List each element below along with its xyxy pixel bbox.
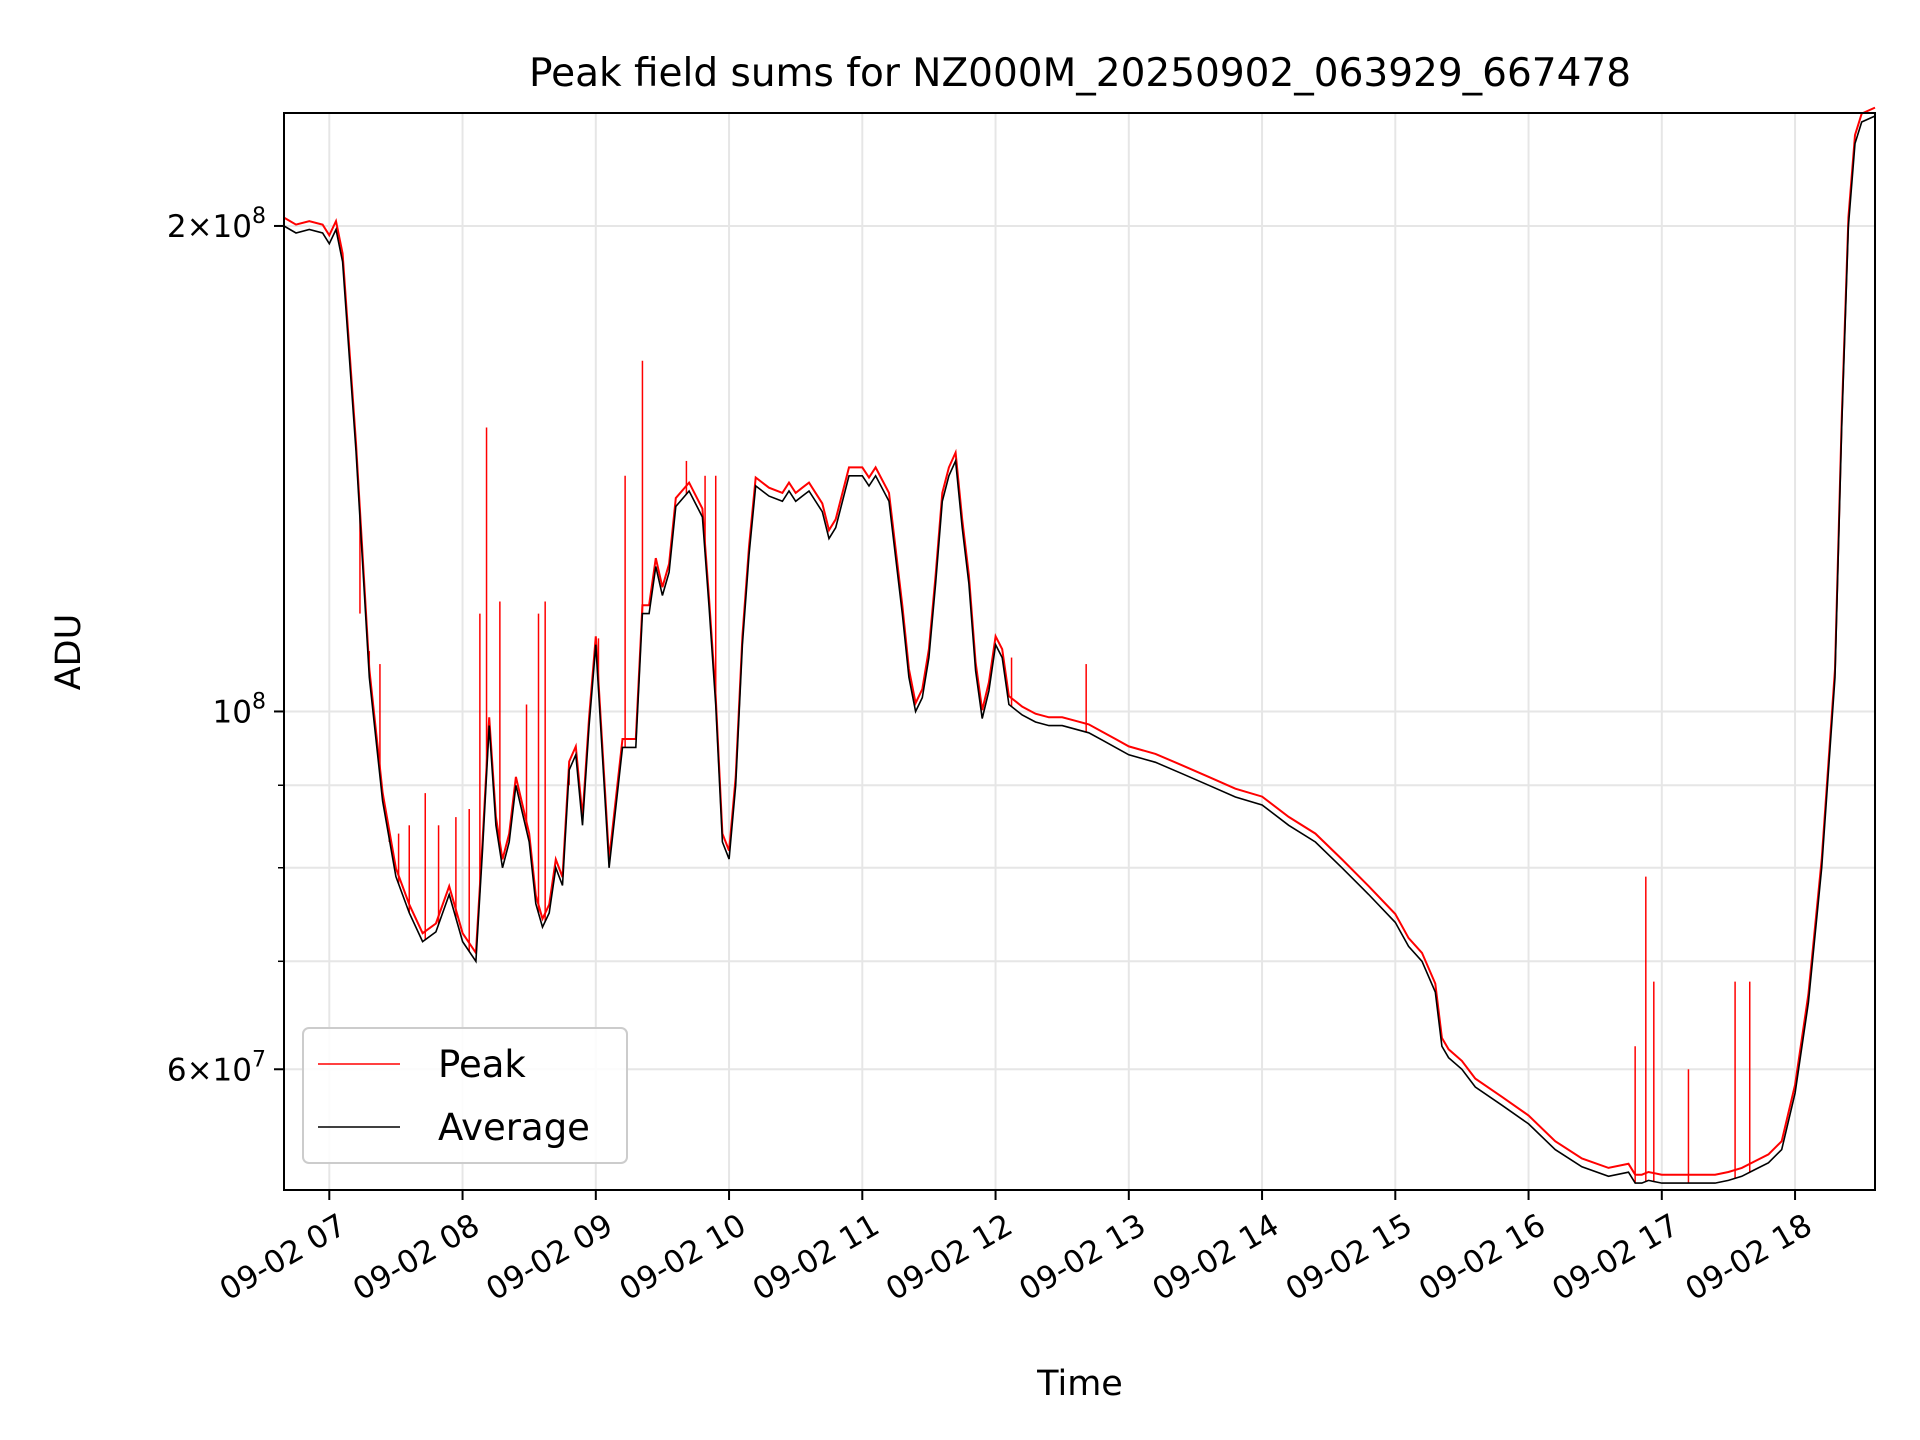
y-axis-label: ADU	[49, 614, 89, 691]
y-tick-label: 108	[213, 689, 266, 730]
legend-peak-label: Peak	[438, 1043, 526, 1086]
y-tick-label: 2×108	[167, 204, 266, 245]
y-tick-label: 6×107	[167, 1047, 266, 1088]
legend: Peak Average	[302, 1027, 628, 1164]
legend-box	[302, 1027, 628, 1164]
plot-frame	[283, 112, 1876, 1191]
legend-average-label: Average	[438, 1106, 590, 1149]
y-axis: 6×107 108 2×108	[167, 204, 284, 1088]
plot-area	[283, 106, 1876, 1184]
x-axis-label: Time	[1036, 1364, 1123, 1404]
peak-series-line	[283, 106, 1876, 1176]
average-series-line	[283, 115, 1876, 1184]
grid	[284, 113, 1875, 1190]
chart-title: Peak field sums for NZ000M_20250902_0639…	[529, 51, 1631, 96]
